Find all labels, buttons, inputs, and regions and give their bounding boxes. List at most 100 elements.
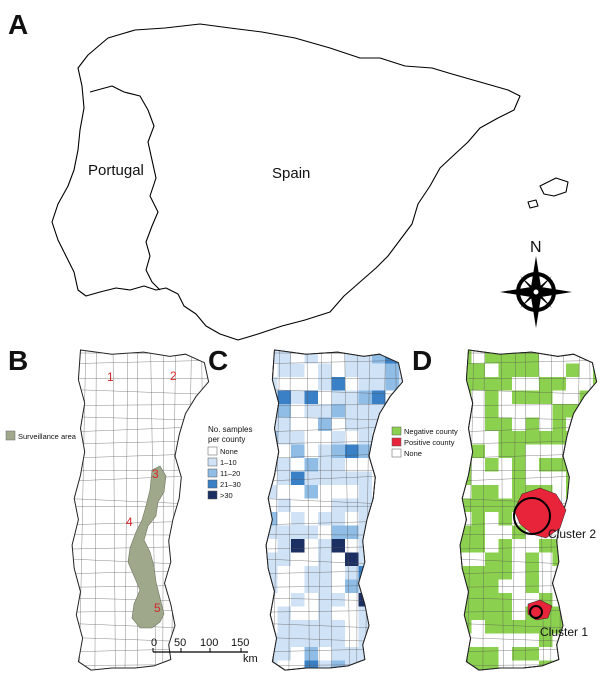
county-fill [304, 525, 318, 539]
panel-c-letter: C [208, 345, 228, 376]
samples-legend-label-0: None [220, 447, 238, 456]
county-fill [277, 390, 291, 404]
county-fill [331, 471, 345, 485]
county-fill [566, 539, 580, 553]
county-boundary [395, 350, 401, 671]
county-fill [345, 390, 359, 404]
county-fill [277, 404, 291, 418]
county-boundary [266, 359, 403, 364]
county-fill [593, 579, 597, 593]
county-fill [471, 647, 485, 661]
county-fill [579, 417, 593, 431]
county-fill [345, 566, 359, 580]
county-fill [579, 566, 593, 580]
portugal-outline-d [459, 349, 598, 671]
county-boundary [306, 350, 310, 671]
cluster-2-label: Cluster 2 [548, 527, 596, 541]
county-fill [552, 377, 566, 391]
county-fill [399, 390, 403, 404]
legend-label-surveillance: Surveillance area [18, 432, 77, 441]
county-fill [593, 498, 597, 512]
county-boundary [72, 389, 209, 395]
county-fill [566, 647, 580, 661]
county-fill [358, 512, 372, 526]
county-legend-swatch-2 [391, 448, 402, 458]
county-fill [385, 485, 399, 499]
panel-b: B Surveillance area 1 2 3 4 5 0 50 100 1… [5, 345, 258, 682]
county-fill [460, 471, 472, 485]
county-fill [345, 579, 359, 593]
label-portugal: Portugal [88, 162, 144, 179]
balearic-islands [539, 177, 569, 197]
county-fill [358, 390, 372, 404]
county-fill [399, 525, 403, 539]
scale-tick-0: 0 [151, 637, 157, 649]
point-label-4: 4 [126, 515, 133, 529]
county-fill [318, 620, 332, 634]
county-fill [304, 350, 318, 364]
county-fill [291, 593, 305, 607]
scale-bar: 0 50 100 150 km [151, 637, 258, 665]
county-fill [304, 660, 318, 671]
county-fill [266, 377, 278, 391]
county-fill [318, 566, 332, 580]
county-fill [372, 525, 386, 539]
scale-tick-150: 150 [231, 637, 249, 649]
county-fill [579, 458, 593, 472]
county-fill [539, 620, 553, 634]
samples-legend-swatch-4 [207, 490, 218, 500]
county-boundary [500, 350, 504, 671]
county-boundary [70, 680, 220, 682]
county-fill [385, 350, 399, 364]
county-boundary [260, 350, 264, 680]
county-fill [372, 390, 386, 404]
county-fill [277, 633, 291, 647]
county-fill [579, 498, 593, 512]
county-fill [358, 498, 372, 512]
county-fill [266, 444, 278, 458]
county-fill [593, 606, 597, 620]
county-fill [345, 471, 359, 485]
county-fill [331, 458, 345, 472]
county-fill [345, 498, 359, 512]
county-fill [593, 431, 597, 445]
portugal-spain-border [89, 85, 161, 291]
county-boundary [264, 680, 414, 682]
county-fill [512, 431, 526, 445]
county-fill [318, 417, 332, 431]
county-fill [345, 404, 359, 418]
county-fill [512, 350, 526, 364]
county-fill [331, 512, 345, 526]
county-fill [552, 458, 566, 472]
county-fill [485, 417, 499, 431]
county-fill [460, 647, 472, 661]
county-fill [539, 633, 553, 647]
county-fill [525, 552, 539, 566]
samples-legend-label-2: 11–20 [220, 469, 240, 478]
county-fill [399, 620, 403, 634]
county-fill [471, 485, 485, 499]
county-fill [372, 377, 386, 391]
panel-b-letter: B [8, 345, 28, 376]
county-fill [358, 363, 372, 377]
county-fill [471, 525, 485, 539]
county-fill [460, 579, 472, 593]
county-fill [460, 566, 472, 580]
county-fill [304, 404, 318, 418]
county-fill [277, 363, 291, 377]
legend-samples: No. samples per county None 1–10 11–20 21–3… [207, 425, 252, 500]
county-fill [485, 660, 499, 671]
county-fill [525, 417, 539, 431]
county-fill [318, 512, 332, 526]
county-fill [291, 539, 305, 553]
county-fill [485, 606, 499, 620]
county-fill [266, 647, 278, 661]
county-fill [539, 539, 553, 553]
county-fill [291, 633, 305, 647]
county-fill [399, 498, 403, 512]
point-label-2: 2 [170, 369, 177, 383]
county-boundary [344, 350, 351, 671]
legend-counties: Negative county Positive county None [391, 426, 458, 458]
county-fill [552, 431, 566, 445]
county-fill [266, 566, 278, 580]
